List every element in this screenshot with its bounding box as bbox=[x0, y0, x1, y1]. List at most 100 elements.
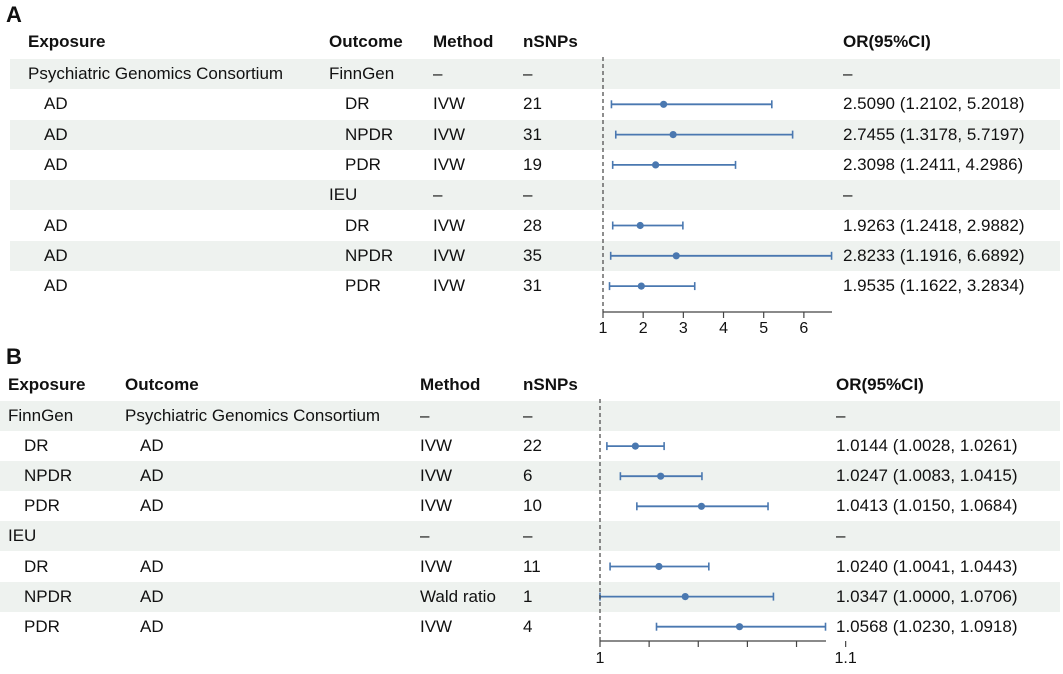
method-cell: IVW bbox=[420, 466, 453, 486]
exposure-cell: AD bbox=[44, 276, 68, 296]
or-point bbox=[636, 221, 644, 230]
panel-label: B bbox=[6, 344, 22, 369]
outcome-cell: AD bbox=[140, 496, 164, 516]
column-header-outcome: Outcome bbox=[329, 32, 403, 51]
column-header-outcome: Outcome bbox=[125, 375, 199, 394]
nsnps-cell: 28 bbox=[523, 215, 542, 235]
exposure-cell: NPDR bbox=[24, 466, 73, 486]
method-cell: IVW bbox=[420, 436, 453, 456]
outcome-cell: FinnGen bbox=[329, 64, 395, 83]
method-cell: IVW bbox=[433, 124, 466, 144]
outcome-cell: IEU bbox=[329, 185, 358, 205]
outcome-cell: DR bbox=[345, 94, 370, 114]
or-ci-cell: – bbox=[843, 64, 853, 83]
exposure-cell: AD bbox=[44, 124, 68, 144]
column-header-or: OR(95%CI) bbox=[843, 32, 931, 51]
outcome-cell: AD bbox=[140, 466, 164, 486]
or-point bbox=[681, 593, 689, 601]
or-point bbox=[637, 282, 645, 290]
outcome-cell: PDR bbox=[345, 276, 381, 296]
x-axis-tick-label: 4 bbox=[719, 320, 728, 337]
exposure-cell: Psychiatric Genomics Consortium bbox=[28, 64, 284, 83]
or-ci-cell: 1.0247 (1.0083, 1.0415) bbox=[836, 466, 1018, 486]
or-point bbox=[735, 623, 744, 631]
method-cell: IVW bbox=[433, 94, 466, 114]
column-header-nsnps: nSNPs bbox=[523, 375, 578, 394]
x-axis-tick-label: 1 bbox=[596, 650, 605, 667]
exposure-cell: AD bbox=[44, 215, 68, 235]
column-header-method: Method bbox=[433, 32, 494, 51]
column-header-or: OR(95%CI) bbox=[836, 375, 924, 394]
exposure-cell: AD bbox=[44, 94, 68, 114]
x-axis-tick-label: 2 bbox=[639, 320, 648, 337]
nsnps-cell: – bbox=[523, 64, 533, 83]
outcome-cell: AD bbox=[140, 616, 164, 636]
outcome-cell: DR bbox=[345, 215, 370, 235]
nsnps-cell: – bbox=[523, 406, 533, 425]
or-point bbox=[631, 442, 639, 450]
or-ci-cell: 1.0347 (1.0000, 1.0706) bbox=[836, 586, 1018, 606]
or-ci-cell: – bbox=[836, 406, 846, 425]
or-ci-cell: 2.5090 (1.2102, 5.2018) bbox=[843, 94, 1025, 114]
method-cell: IVW bbox=[420, 556, 453, 576]
nsnps-cell: 4 bbox=[523, 616, 533, 636]
or-ci-cell: – bbox=[836, 526, 846, 546]
exposure-cell: PDR bbox=[24, 616, 60, 636]
exposure-cell: DR bbox=[24, 436, 49, 456]
exposure-cell: AD bbox=[44, 154, 68, 174]
row-band bbox=[0, 581, 1060, 612]
method-cell: IVW bbox=[433, 276, 466, 296]
row-band bbox=[10, 240, 1060, 271]
nsnps-cell: 31 bbox=[523, 276, 542, 296]
or-point bbox=[697, 502, 706, 510]
nsnps-cell: – bbox=[523, 526, 533, 546]
x-axis-tick-label: 3 bbox=[679, 320, 688, 337]
or-point bbox=[657, 472, 665, 480]
method-cell: – bbox=[433, 64, 443, 83]
nsnps-cell: 22 bbox=[523, 436, 542, 456]
nsnps-cell: 10 bbox=[523, 496, 542, 516]
or-ci-cell: 2.7455 (1.3178, 5.7197) bbox=[843, 124, 1025, 144]
row-band bbox=[0, 521, 1060, 552]
or-ci-cell: 1.0144 (1.0028, 1.0261) bbox=[836, 436, 1018, 456]
or-point bbox=[655, 562, 663, 571]
or-ci-cell: 1.0413 (1.0150, 1.0684) bbox=[836, 496, 1018, 516]
nsnps-cell: 21 bbox=[523, 94, 542, 114]
x-axis-tick-label: 5 bbox=[759, 320, 768, 337]
nsnps-cell: 31 bbox=[523, 124, 542, 144]
column-header-exposure: Exposure bbox=[8, 375, 86, 394]
outcome-cell: NPDR bbox=[345, 245, 394, 265]
nsnps-cell: 19 bbox=[523, 154, 542, 174]
or-ci-cell: 2.8233 (1.1916, 6.6892) bbox=[843, 245, 1025, 265]
method-cell: IVW bbox=[420, 616, 453, 636]
or-point bbox=[660, 100, 668, 108]
panel-label: A bbox=[6, 2, 22, 27]
nsnps-cell: 6 bbox=[523, 466, 533, 486]
or-ci-cell: – bbox=[843, 185, 853, 205]
row-band bbox=[10, 59, 1060, 89]
exposure-cell: DR bbox=[24, 556, 49, 576]
exposure-cell: AD bbox=[44, 245, 68, 265]
or-ci-cell: 1.0568 (1.0230, 1.0918) bbox=[836, 616, 1018, 636]
exposure-cell: FinnGen bbox=[8, 406, 74, 425]
exposure-cell: NPDR bbox=[24, 586, 73, 606]
method-cell: IVW bbox=[433, 215, 466, 235]
method-cell: – bbox=[433, 185, 443, 205]
column-header-exposure: Exposure bbox=[28, 32, 106, 51]
row-band bbox=[0, 461, 1060, 492]
method-cell: – bbox=[420, 406, 430, 425]
nsnps-cell: 1 bbox=[523, 586, 533, 606]
outcome-cell: AD bbox=[140, 586, 164, 606]
exposure-cell: PDR bbox=[24, 496, 60, 516]
or-point bbox=[669, 131, 677, 139]
method-cell: IVW bbox=[433, 245, 466, 265]
or-ci-cell: 1.0240 (1.0041, 1.0443) bbox=[836, 556, 1018, 576]
row-band bbox=[10, 119, 1060, 150]
outcome-cell: PDR bbox=[345, 154, 381, 174]
row-band bbox=[0, 401, 1060, 431]
or-ci-cell: 2.3098 (1.2411, 4.2986) bbox=[843, 154, 1024, 174]
x-axis-tick-label: 6 bbox=[799, 320, 808, 337]
column-header-nsnps: nSNPs bbox=[523, 32, 578, 51]
row-band bbox=[10, 180, 1060, 211]
exposure-cell: IEU bbox=[8, 526, 37, 546]
